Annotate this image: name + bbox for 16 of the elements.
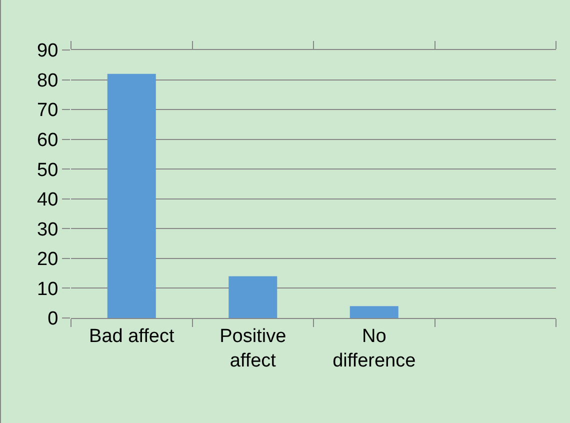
x-tick-label: Bad affect	[89, 326, 175, 347]
y-tick-label: 80	[37, 70, 58, 92]
y-tick-label: 0	[48, 308, 58, 330]
y-tick-label: 20	[37, 249, 58, 270]
y-tick-label: 60	[37, 130, 58, 151]
y-tick-label: 40	[37, 190, 58, 211]
x-tick-label: Positive affect	[220, 326, 286, 372]
x-tick-label: No difference	[332, 326, 416, 372]
bar	[350, 306, 398, 318]
bar	[107, 74, 156, 318]
y-tick-label: 50	[37, 160, 58, 181]
y-tick-label: 90	[37, 40, 58, 62]
bar	[228, 276, 278, 318]
y-tick-label: 70	[37, 100, 58, 122]
y-tick-label: 10	[37, 278, 58, 300]
y-tick-label: 30	[37, 219, 58, 240]
